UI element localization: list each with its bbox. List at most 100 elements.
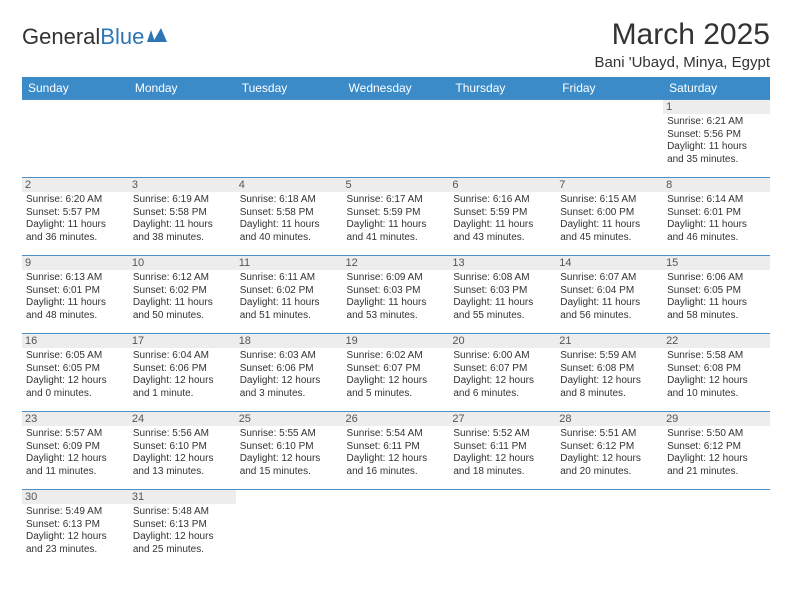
day-number: 5 xyxy=(343,178,450,192)
calendar-cell: 8 Sunrise: 6:14 AMSunset: 6:01 PMDaylight… xyxy=(663,178,770,256)
day-number: 9 xyxy=(22,256,129,270)
day-number: 27 xyxy=(449,412,556,426)
calendar-cell: 10Sunrise: 6:12 AMSunset: 6:02 PMDayligh… xyxy=(129,256,236,334)
calendar-cell: 23Sunrise: 5:57 AMSunset: 6:09 PMDayligh… xyxy=(22,412,129,490)
calendar-cell: 20 Sunrise: 6:00 AMSunset: 6:07 PMDayligh… xyxy=(449,334,556,412)
logo-text-blue: Blue xyxy=(100,24,144,50)
calendar-row: 30 Sunrise: 5:49 AMSunset: 6:13 PMDayligh… xyxy=(22,490,770,568)
calendar-table: SundayMondayTuesdayWednesdayThursdayFrid… xyxy=(22,77,770,568)
day-number: 19 xyxy=(343,334,450,348)
day-details: Sunrise: 6:16 AMSunset: 5:59 PMDaylight:… xyxy=(453,194,552,244)
day-number: 26 xyxy=(343,412,450,426)
day-details: Sunrise: 6:15 AMSunset: 6:00 PMDaylight:… xyxy=(560,194,659,244)
calendar-cell: 21Sunrise: 5:59 AMSunset: 6:08 PMDayligh… xyxy=(556,334,663,412)
day-details: Sunrise: 6:03 AMSunset: 6:06 PMDaylight:… xyxy=(240,350,339,400)
calendar-row: 1 Sunrise: 6:21 AMSunset: 5:56 PMDaylight… xyxy=(22,100,770,178)
day-number: 18 xyxy=(236,334,343,348)
calendar-cell xyxy=(556,490,663,568)
day-details: Sunrise: 6:13 AMSunset: 6:01 PMDaylight:… xyxy=(26,272,125,322)
day-details: Sunrise: 6:02 AMSunset: 6:07 PMDaylight:… xyxy=(347,350,446,400)
weekday-header: Tuesday xyxy=(236,77,343,100)
day-number: 31 xyxy=(129,490,236,504)
weekday-header: Monday xyxy=(129,77,236,100)
calendar-cell: 22 Sunrise: 5:58 AMSunset: 6:08 PMDayligh… xyxy=(663,334,770,412)
day-details: Sunrise: 5:50 AMSunset: 6:12 PMDaylight:… xyxy=(667,428,766,478)
day-number: 22 xyxy=(663,334,770,348)
calendar-cell: 12Sunrise: 6:09 AMSunset: 6:03 PMDayligh… xyxy=(343,256,450,334)
calendar-cell: 27 Sunrise: 5:52 AMSunset: 6:11 PMDayligh… xyxy=(449,412,556,490)
day-details: Sunrise: 6:04 AMSunset: 6:06 PMDaylight:… xyxy=(133,350,232,400)
day-details: Sunrise: 5:54 AMSunset: 6:11 PMDaylight:… xyxy=(347,428,446,478)
weekday-header: Sunday xyxy=(22,77,129,100)
calendar-row: 16 Sunrise: 6:05 AMSunset: 6:05 PMDayligh… xyxy=(22,334,770,412)
calendar-cell: 30 Sunrise: 5:49 AMSunset: 6:13 PMDayligh… xyxy=(22,490,129,568)
day-details: Sunrise: 5:48 AMSunset: 6:13 PMDaylight:… xyxy=(133,506,232,556)
day-details: Sunrise: 6:14 AMSunset: 6:01 PMDaylight:… xyxy=(667,194,766,244)
day-details: Sunrise: 6:20 AMSunset: 5:57 PMDaylight:… xyxy=(26,194,125,244)
day-details: Sunrise: 6:19 AMSunset: 5:58 PMDaylight:… xyxy=(133,194,232,244)
calendar-row: 2Sunrise: 6:20 AMSunset: 5:57 PMDaylight… xyxy=(22,178,770,256)
day-number: 29 xyxy=(663,412,770,426)
day-number: 13 xyxy=(449,256,556,270)
calendar-cell: 17Sunrise: 6:04 AMSunset: 6:06 PMDayligh… xyxy=(129,334,236,412)
weekday-row: SundayMondayTuesdayWednesdayThursdayFrid… xyxy=(22,77,770,100)
calendar-cell: 11Sunrise: 6:11 AMSunset: 6:02 PMDayligh… xyxy=(236,256,343,334)
calendar-cell: 16 Sunrise: 6:05 AMSunset: 6:05 PMDayligh… xyxy=(22,334,129,412)
day-details: Sunrise: 5:59 AMSunset: 6:08 PMDaylight:… xyxy=(560,350,659,400)
day-details: Sunrise: 6:00 AMSunset: 6:07 PMDaylight:… xyxy=(453,350,552,400)
day-number: 12 xyxy=(343,256,450,270)
calendar-cell: 1 Sunrise: 6:21 AMSunset: 5:56 PMDaylight… xyxy=(663,100,770,178)
location: Bani 'Ubayd, Minya, Egypt xyxy=(595,54,770,71)
day-number: 15 xyxy=(663,256,770,270)
calendar-cell: 9 Sunrise: 6:13 AMSunset: 6:01 PMDaylight… xyxy=(22,256,129,334)
calendar-row: 23Sunrise: 5:57 AMSunset: 6:09 PMDayligh… xyxy=(22,412,770,490)
day-number: 1 xyxy=(663,100,770,114)
day-details: Sunrise: 6:18 AMSunset: 5:58 PMDaylight:… xyxy=(240,194,339,244)
calendar-cell: 28Sunrise: 5:51 AMSunset: 6:12 PMDayligh… xyxy=(556,412,663,490)
day-details: Sunrise: 5:58 AMSunset: 6:08 PMDaylight:… xyxy=(667,350,766,400)
calendar-cell xyxy=(236,100,343,178)
calendar-cell xyxy=(449,490,556,568)
day-number: 25 xyxy=(236,412,343,426)
calendar-cell: 29 Sunrise: 5:50 AMSunset: 6:12 PMDayligh… xyxy=(663,412,770,490)
day-number: 23 xyxy=(22,412,129,426)
day-details: Sunrise: 6:17 AMSunset: 5:59 PMDaylight:… xyxy=(347,194,446,244)
weekday-header: Wednesday xyxy=(343,77,450,100)
calendar-cell xyxy=(343,490,450,568)
title-block: March 2025 Bani 'Ubayd, Minya, Egypt xyxy=(595,18,770,71)
weekday-header: Friday xyxy=(556,77,663,100)
logo-text-general: General xyxy=(22,24,100,50)
calendar-cell: 6 Sunrise: 6:16 AMSunset: 5:59 PMDaylight… xyxy=(449,178,556,256)
day-number: 20 xyxy=(449,334,556,348)
day-details: Sunrise: 6:12 AMSunset: 6:02 PMDaylight:… xyxy=(133,272,232,322)
calendar-cell: 15Sunrise: 6:06 AMSunset: 6:05 PMDayligh… xyxy=(663,256,770,334)
weekday-header: Thursday xyxy=(449,77,556,100)
day-details: Sunrise: 6:07 AMSunset: 6:04 PMDaylight:… xyxy=(560,272,659,322)
day-number: 4 xyxy=(236,178,343,192)
day-number: 30 xyxy=(22,490,129,504)
day-number: 11 xyxy=(236,256,343,270)
day-details: Sunrise: 5:52 AMSunset: 6:11 PMDaylight:… xyxy=(453,428,552,478)
day-number: 14 xyxy=(556,256,663,270)
day-number: 8 xyxy=(663,178,770,192)
calendar-cell: 5 Sunrise: 6:17 AMSunset: 5:59 PMDaylight… xyxy=(343,178,450,256)
day-details: Sunrise: 6:21 AMSunset: 5:56 PMDaylight:… xyxy=(667,116,766,166)
day-details: Sunrise: 5:49 AMSunset: 6:13 PMDaylight:… xyxy=(26,506,125,556)
calendar-cell: 24Sunrise: 5:56 AMSunset: 6:10 PMDayligh… xyxy=(129,412,236,490)
header: GeneralBlue March 2025 Bani 'Ubayd, Miny… xyxy=(22,18,770,71)
calendar-cell: 3 Sunrise: 6:19 AMSunset: 5:58 PMDaylight… xyxy=(129,178,236,256)
calendar-cell xyxy=(129,100,236,178)
day-number: 6 xyxy=(449,178,556,192)
calendar-cell xyxy=(343,100,450,178)
weekday-header: Saturday xyxy=(663,77,770,100)
day-number: 28 xyxy=(556,412,663,426)
day-number: 16 xyxy=(22,334,129,348)
calendar-cell: 2Sunrise: 6:20 AMSunset: 5:57 PMDaylight… xyxy=(22,178,129,256)
calendar-row: 9 Sunrise: 6:13 AMSunset: 6:01 PMDaylight… xyxy=(22,256,770,334)
calendar-body: 1 Sunrise: 6:21 AMSunset: 5:56 PMDaylight… xyxy=(22,100,770,568)
day-details: Sunrise: 6:05 AMSunset: 6:05 PMDaylight:… xyxy=(26,350,125,400)
calendar-cell: 26 Sunrise: 5:54 AMSunset: 6:11 PMDayligh… xyxy=(343,412,450,490)
day-number: 3 xyxy=(129,178,236,192)
calendar-cell: 7Sunrise: 6:15 AMSunset: 6:00 PMDaylight… xyxy=(556,178,663,256)
calendar-cell: 4 Sunrise: 6:18 AMSunset: 5:58 PMDaylight… xyxy=(236,178,343,256)
